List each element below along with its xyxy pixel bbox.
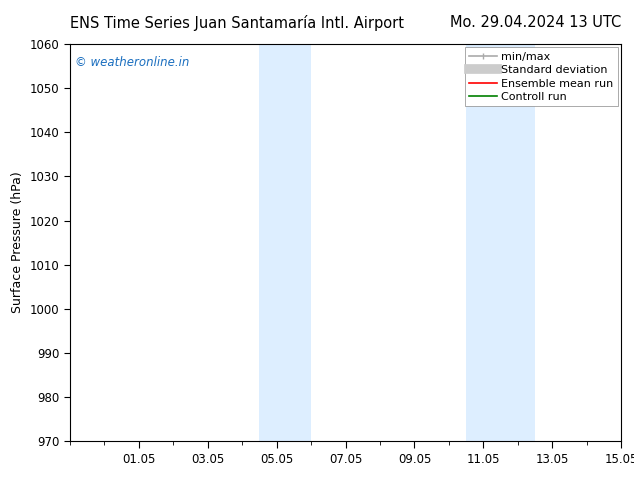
Y-axis label: Surface Pressure (hPa): Surface Pressure (hPa)	[11, 172, 24, 314]
Bar	[466, 44, 535, 441]
Bar	[259, 44, 311, 441]
Text: © weatheronline.in: © weatheronline.in	[75, 56, 190, 69]
Legend: min/max, Standard deviation, Ensemble mean run, Controll run: min/max, Standard deviation, Ensemble me…	[465, 48, 618, 106]
Text: ENS Time Series Juan Santamaría Intl. Airport: ENS Time Series Juan Santamaría Intl. Ai…	[70, 15, 404, 31]
Text: Mo. 29.04.2024 13 UTC: Mo. 29.04.2024 13 UTC	[450, 15, 621, 30]
